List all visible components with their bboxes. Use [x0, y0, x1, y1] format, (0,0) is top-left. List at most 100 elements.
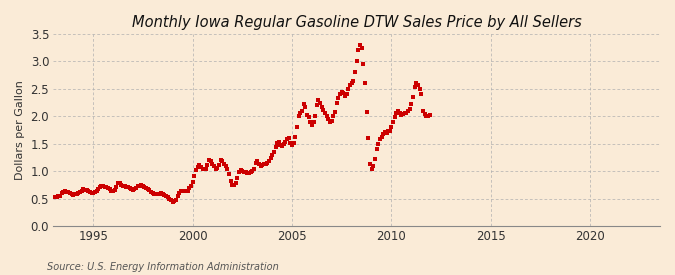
Point — [84, 189, 95, 194]
Point — [295, 111, 306, 115]
Point — [342, 92, 352, 97]
Point — [391, 111, 402, 115]
Point — [215, 158, 226, 163]
Point — [343, 87, 354, 91]
Point — [367, 166, 377, 171]
Point — [293, 114, 304, 119]
Point — [317, 104, 327, 109]
Point — [99, 185, 110, 189]
Point — [178, 188, 188, 193]
Point — [284, 136, 294, 141]
Point — [202, 163, 213, 167]
Point — [129, 187, 140, 191]
Point — [196, 165, 207, 169]
Point — [416, 92, 427, 97]
Point — [273, 139, 284, 144]
Point — [48, 195, 59, 199]
Point — [265, 156, 276, 160]
Point — [362, 136, 373, 141]
Point — [238, 170, 249, 174]
Point — [340, 93, 350, 98]
Point — [76, 188, 87, 193]
Point — [389, 115, 400, 120]
Point — [263, 159, 274, 164]
Point — [192, 165, 203, 169]
Point — [425, 113, 435, 117]
Point — [184, 186, 194, 190]
Point — [80, 187, 90, 192]
Point — [107, 189, 118, 193]
Point — [147, 191, 158, 196]
Point — [315, 101, 325, 105]
Point — [179, 189, 190, 193]
Point — [327, 119, 338, 123]
Title: Monthly Iowa Regular Gasoline DTW Sales Price by All Sellers: Monthly Iowa Regular Gasoline DTW Sales … — [132, 15, 582, 30]
Point — [81, 188, 92, 192]
Point — [149, 192, 160, 196]
Point — [207, 161, 218, 166]
Point — [401, 111, 412, 115]
Point — [302, 113, 313, 117]
Point — [250, 160, 261, 165]
Point — [393, 109, 404, 113]
Point — [353, 48, 364, 53]
Point — [117, 183, 128, 188]
Point — [308, 120, 319, 124]
Point — [356, 46, 367, 50]
Point — [234, 170, 244, 175]
Point — [139, 185, 150, 189]
Point — [285, 141, 296, 145]
Point — [70, 192, 80, 197]
Point — [154, 192, 165, 197]
Point — [419, 111, 430, 116]
Point — [113, 181, 124, 186]
Point — [209, 164, 219, 168]
Point — [229, 183, 240, 187]
Point — [385, 128, 396, 133]
Point — [364, 161, 375, 166]
Point — [111, 185, 122, 189]
Point — [96, 183, 107, 188]
Point — [146, 189, 157, 194]
Point — [376, 135, 387, 139]
Y-axis label: Dollars per Gallon: Dollars per Gallon — [15, 80, 25, 180]
Point — [287, 143, 298, 147]
Point — [350, 70, 360, 75]
Point — [141, 186, 152, 190]
Point — [83, 188, 94, 193]
Point — [205, 159, 216, 164]
Point — [387, 120, 398, 124]
Point — [400, 111, 410, 115]
Point — [370, 157, 381, 161]
Point — [174, 191, 185, 196]
Point — [136, 183, 146, 187]
Point — [204, 158, 215, 163]
Point — [167, 199, 178, 204]
Point — [412, 82, 423, 87]
Point — [398, 112, 408, 116]
Point — [240, 170, 251, 175]
Point — [59, 189, 70, 193]
Point — [106, 188, 117, 193]
Point — [242, 171, 252, 175]
Point — [164, 197, 175, 201]
Point — [51, 194, 62, 199]
Point — [95, 185, 105, 189]
Point — [335, 92, 346, 97]
Point — [358, 61, 369, 66]
Point — [55, 193, 65, 198]
Point — [121, 185, 132, 189]
Point — [116, 182, 127, 187]
Point — [217, 159, 228, 164]
Point — [176, 189, 186, 193]
Point — [421, 114, 432, 119]
Point — [169, 199, 180, 203]
Point — [119, 184, 130, 188]
Point — [153, 192, 163, 197]
Point — [270, 145, 281, 149]
Point — [142, 187, 153, 191]
Point — [236, 168, 246, 172]
Point — [64, 191, 75, 195]
Point — [318, 108, 329, 112]
Point — [138, 184, 148, 188]
